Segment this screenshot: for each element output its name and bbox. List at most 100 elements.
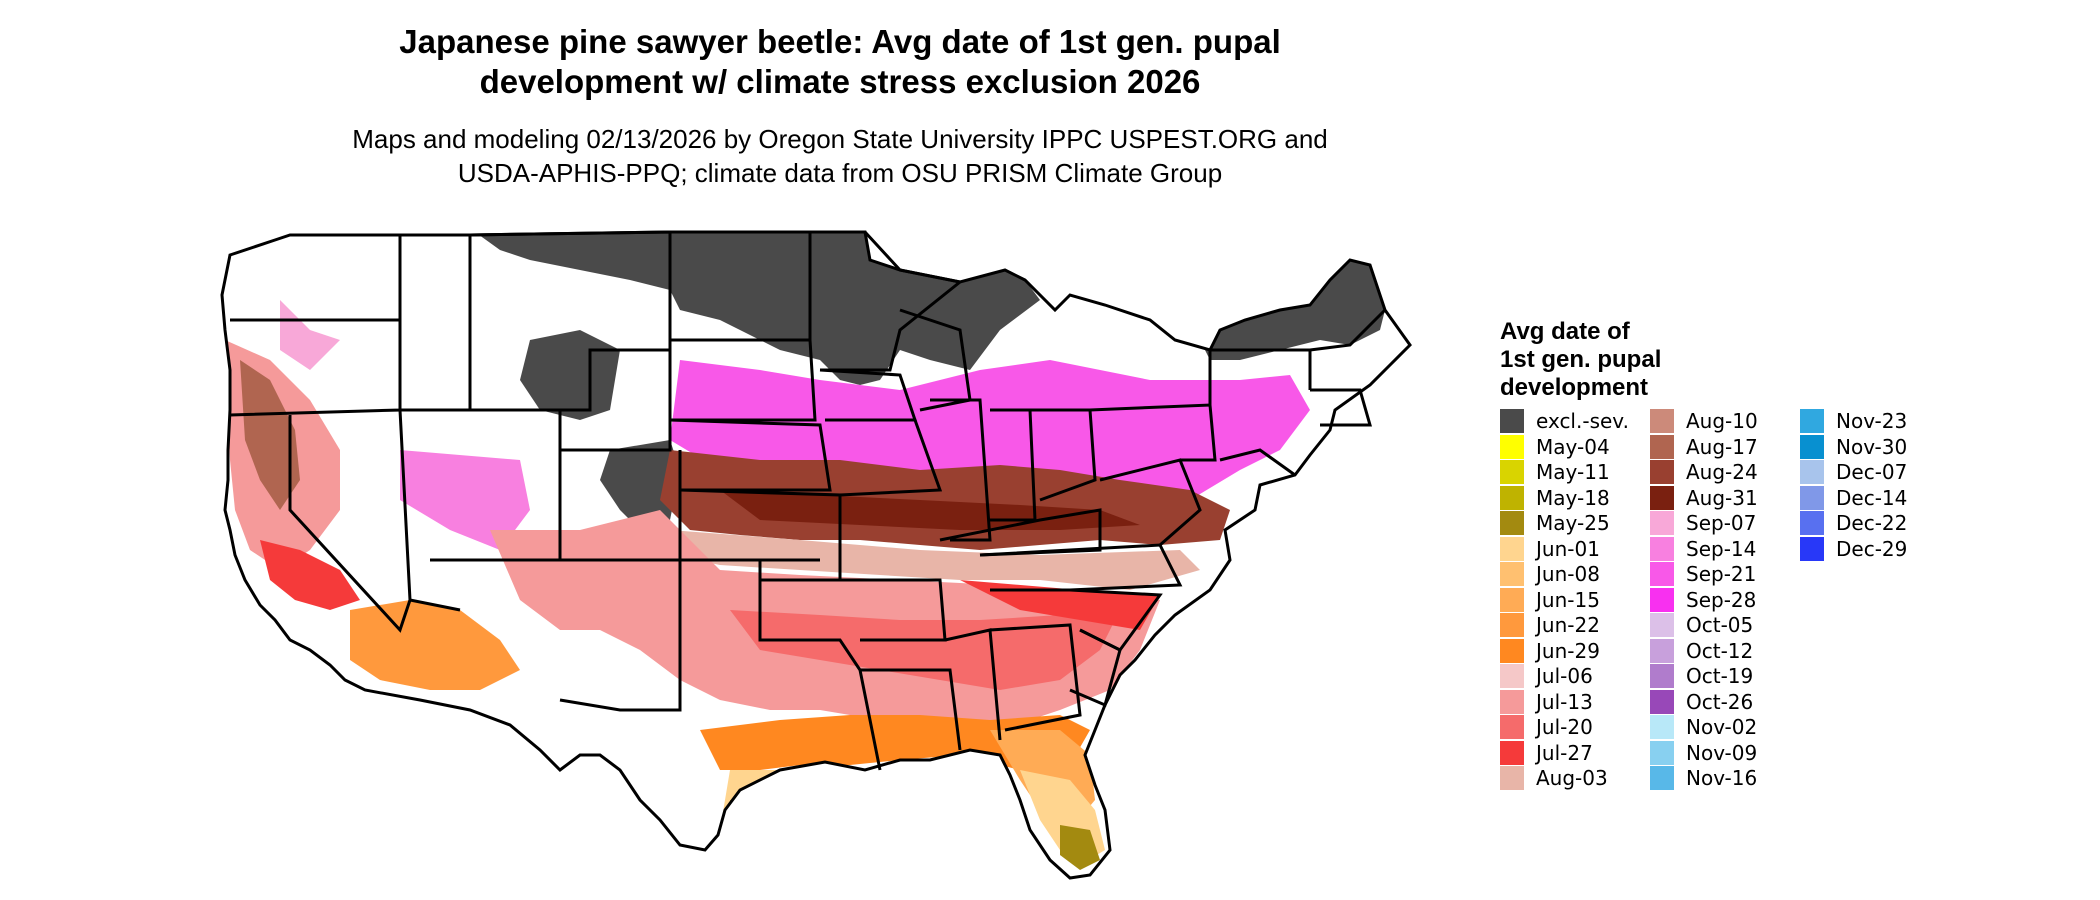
legend-swatch bbox=[1650, 613, 1674, 637]
legend-swatch bbox=[1650, 434, 1674, 459]
legend-label: Sep-28 bbox=[1686, 587, 1757, 612]
legend-swatch bbox=[1650, 511, 1674, 535]
legend-item: Jun-29 bbox=[1500, 638, 1650, 664]
legend-item: Dec-22 bbox=[1800, 510, 1950, 536]
legend-item: Oct-05 bbox=[1650, 612, 1800, 638]
legend-swatch bbox=[1650, 562, 1674, 586]
legend-item: Sep-07 bbox=[1650, 510, 1800, 536]
legend-swatch bbox=[1500, 689, 1524, 714]
legend-label: Oct-05 bbox=[1686, 613, 1754, 637]
legend-label: Jun-15 bbox=[1536, 587, 1600, 612]
legend-swatch bbox=[1650, 485, 1674, 510]
legend-title: Avg date of 1st gen. pupal development bbox=[1500, 318, 1720, 402]
legend-label: Oct-26 bbox=[1686, 689, 1754, 714]
legend-label: Nov-16 bbox=[1686, 766, 1758, 790]
legend-label: Dec-22 bbox=[1836, 511, 1908, 535]
legend-label: Nov-09 bbox=[1686, 740, 1758, 765]
legend-label: May-25 bbox=[1536, 511, 1610, 535]
legend-swatch bbox=[1800, 485, 1824, 510]
legend-label: May-11 bbox=[1536, 460, 1610, 484]
legend-label: Oct-19 bbox=[1686, 664, 1754, 688]
legend-item: Oct-12 bbox=[1650, 638, 1800, 664]
legend-label: May-18 bbox=[1536, 485, 1610, 510]
legend-label: Nov-23 bbox=[1836, 409, 1908, 433]
legend-label: Jun-08 bbox=[1536, 562, 1600, 586]
legend-swatch bbox=[1650, 587, 1674, 612]
map-fill-layer bbox=[222, 232, 1410, 878]
legend-item: Nov-16 bbox=[1650, 765, 1800, 791]
legend-swatch bbox=[1500, 638, 1524, 663]
legend-label: Jul-27 bbox=[1536, 740, 1593, 765]
legend-swatch bbox=[1800, 434, 1824, 459]
legend-label: Jun-22 bbox=[1536, 613, 1600, 637]
map-title-line-1: Japanese pine sawyer beetle: Avg date of… bbox=[399, 23, 1281, 60]
legend-item: May-18 bbox=[1500, 485, 1650, 511]
legend-item: Aug-31 bbox=[1650, 485, 1800, 511]
legend-label: excl.-sev. bbox=[1536, 409, 1629, 433]
legend-label: Sep-21 bbox=[1686, 562, 1757, 586]
legend-label: Aug-31 bbox=[1686, 485, 1758, 510]
legend-item: Jul-20 bbox=[1500, 714, 1650, 740]
map-title-line-2: development w/ climate stress exclusion … bbox=[479, 63, 1201, 100]
legend-item: Dec-29 bbox=[1800, 536, 1950, 562]
legend-swatch bbox=[1500, 434, 1524, 459]
legend-item: Sep-14 bbox=[1650, 536, 1800, 562]
legend-label: Dec-14 bbox=[1836, 485, 1908, 510]
legend-item: Nov-02 bbox=[1650, 714, 1800, 740]
legend-item: Dec-14 bbox=[1800, 485, 1950, 511]
legend-swatch bbox=[1500, 460, 1524, 484]
legend-swatch bbox=[1500, 485, 1524, 510]
legend-label: Aug-03 bbox=[1536, 766, 1608, 790]
legend-item: Nov-30 bbox=[1800, 434, 1950, 460]
map-subtitle-line-2: USDA-APHIS-PPQ; climate data from OSU PR… bbox=[457, 158, 1223, 188]
legend-item: Jun-01 bbox=[1500, 536, 1650, 562]
legend-swatch bbox=[1500, 511, 1524, 535]
legend-swatch bbox=[1650, 715, 1674, 739]
us-map bbox=[220, 230, 1412, 880]
legend-swatch bbox=[1500, 740, 1524, 765]
legend-label: Jul-13 bbox=[1536, 689, 1593, 714]
legend-label: Dec-29 bbox=[1836, 536, 1908, 561]
legend-title-line-2: 1st gen. pupal bbox=[1500, 346, 1662, 373]
legend-title-line-1: Avg date of bbox=[1500, 318, 1630, 345]
legend-swatch bbox=[1500, 715, 1524, 739]
legend-item: Aug-03 bbox=[1500, 765, 1650, 791]
legend-item: May-11 bbox=[1500, 459, 1650, 485]
legend-swatch bbox=[1800, 536, 1824, 561]
legend-label: Jun-01 bbox=[1536, 536, 1600, 561]
legend-swatch bbox=[1650, 740, 1674, 765]
legend-swatch bbox=[1500, 562, 1524, 586]
legend-item: Jul-06 bbox=[1500, 663, 1650, 689]
legend-item: Nov-09 bbox=[1650, 740, 1800, 766]
legend-label: Dec-07 bbox=[1836, 460, 1908, 484]
legend-item: Sep-21 bbox=[1650, 561, 1800, 587]
legend-item: Oct-26 bbox=[1650, 689, 1800, 715]
legend-swatch bbox=[1650, 638, 1674, 663]
legend-item: Nov-23 bbox=[1800, 408, 1950, 434]
legend-label: Aug-17 bbox=[1686, 434, 1758, 459]
legend-item: Dec-07 bbox=[1800, 459, 1950, 485]
legend-label: Oct-12 bbox=[1686, 638, 1754, 663]
legend-swatch bbox=[1500, 409, 1524, 433]
legend-label: Nov-30 bbox=[1836, 434, 1908, 459]
legend-item: Jul-27 bbox=[1500, 740, 1650, 766]
legend-item: Aug-24 bbox=[1650, 459, 1800, 485]
legend-swatch bbox=[1650, 409, 1674, 433]
legend-item: Jun-22 bbox=[1500, 612, 1650, 638]
legend-swatch bbox=[1500, 536, 1524, 561]
legend-label: Jun-29 bbox=[1536, 638, 1600, 663]
legend-swatch bbox=[1650, 664, 1674, 688]
legend-item: May-04 bbox=[1500, 434, 1650, 460]
legend-item: Jul-13 bbox=[1500, 689, 1650, 715]
map-title: Japanese pine sawyer beetle: Avg date of… bbox=[240, 22, 1440, 102]
legend-item: Jun-15 bbox=[1500, 587, 1650, 613]
legend-item: Jun-08 bbox=[1500, 561, 1650, 587]
legend-item: Oct-19 bbox=[1650, 663, 1800, 689]
state-boundaries bbox=[220, 230, 1412, 880]
legend-swatch bbox=[1800, 409, 1824, 433]
legend-label: Jul-06 bbox=[1536, 664, 1593, 688]
legend-item: excl.-sev. bbox=[1500, 408, 1650, 434]
legend-label: Nov-02 bbox=[1686, 715, 1758, 739]
map-subtitle-line-1: Maps and modeling 02/13/2026 by Oregon S… bbox=[352, 124, 1328, 154]
legend-swatch bbox=[1800, 460, 1824, 484]
